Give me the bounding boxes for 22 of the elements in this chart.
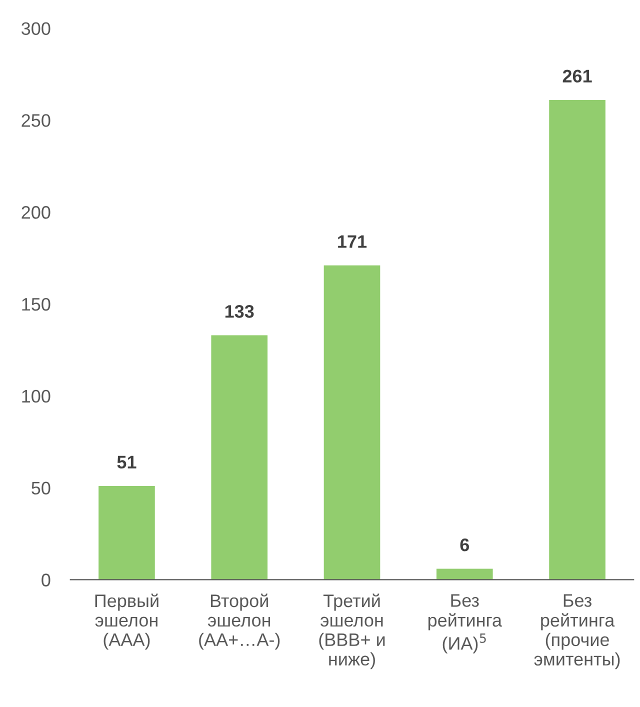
x-tick-label: Первый эшелон (AAA) [95, 594, 158, 650]
bar [324, 265, 380, 580]
bar [436, 568, 493, 580]
bar [549, 100, 606, 580]
data-label: 51 [117, 456, 136, 469]
data-label: 261 [562, 70, 592, 83]
x-tick-label: Без рейтинга (прочие эмитенты) [534, 594, 620, 670]
y-tick-label: 200 [22, 206, 50, 219]
x-tick-label: Второй эшелон (AA+…A-) [199, 594, 280, 650]
data-label: 133 [225, 305, 254, 318]
y-tick-label: 0 [42, 574, 50, 586]
x-tick-label: Третий эшелон (BBB+ и ниже) [319, 594, 385, 670]
bar [211, 335, 268, 580]
x-tick-label: Без рейтинга (ИА)$^{5}$ [428, 594, 502, 654]
y-tick-label: 50 [32, 482, 50, 495]
y-tick-label: 150 [22, 298, 50, 311]
y-tick-label: 300 [22, 22, 50, 35]
y-tick-label: 100 [22, 390, 50, 403]
y-tick-label: 250 [22, 114, 50, 127]
bar [98, 486, 155, 580]
data-label: 6 [460, 538, 470, 552]
data-label: 171 [338, 235, 367, 248]
